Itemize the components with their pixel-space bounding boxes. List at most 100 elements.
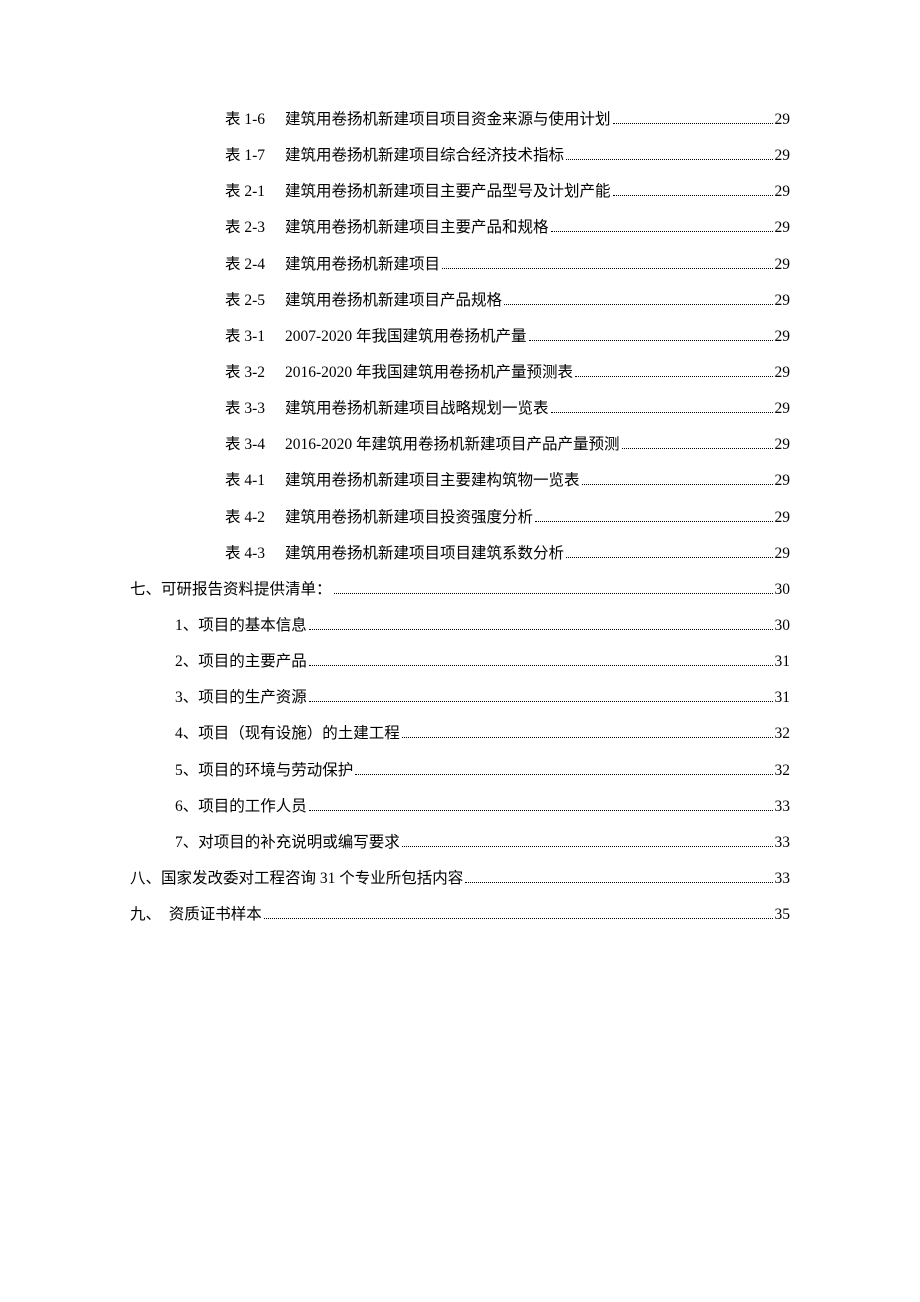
toc-label: 表 3-3 bbox=[225, 399, 285, 419]
list-item: 1、项目的基本信息 30 bbox=[130, 616, 790, 636]
table-row: 表 1-7 建筑用卷扬机新建项目综合经济技术指标 29 bbox=[130, 146, 790, 166]
dot-leader bbox=[355, 774, 772, 775]
toc-title: 6、项目的工作人员 bbox=[175, 797, 307, 817]
list-item: 7、对项目的补充说明或编写要求 33 bbox=[130, 833, 790, 853]
dot-leader bbox=[442, 268, 772, 269]
dot-leader bbox=[535, 521, 772, 522]
toc-title: 建筑用卷扬机新建项目项目资金来源与使用计划 bbox=[285, 110, 611, 130]
toc-label: 表 1-6 bbox=[225, 110, 285, 130]
section-heading-8: 八、国家发改委对工程咨询 31 个专业所包括内容 33 bbox=[130, 869, 790, 889]
table-row: 表 2-5 建筑用卷扬机新建项目产品规格 29 bbox=[130, 291, 790, 311]
dot-leader bbox=[309, 810, 773, 811]
toc-page: 29 bbox=[775, 363, 791, 383]
dot-leader bbox=[402, 737, 773, 738]
dot-leader bbox=[613, 195, 773, 196]
table-row: 表 3-1 2007-2020 年我国建筑用卷扬机产量 29 bbox=[130, 327, 790, 347]
dot-leader bbox=[334, 593, 773, 594]
toc-label: 表 2-1 bbox=[225, 182, 285, 202]
dot-leader bbox=[566, 159, 772, 160]
toc-title: 建筑用卷扬机新建项目产品规格 bbox=[285, 291, 502, 311]
list-item: 6、项目的工作人员 33 bbox=[130, 797, 790, 817]
toc-page: 31 bbox=[775, 688, 791, 708]
dot-leader bbox=[309, 629, 773, 630]
toc-page: 33 bbox=[775, 833, 791, 853]
section-heading-7: 七、可研报告资料提供清单： 30 bbox=[130, 580, 790, 600]
dot-leader bbox=[264, 918, 773, 919]
table-row: 表 2-3 建筑用卷扬机新建项目主要产品和规格 29 bbox=[130, 218, 790, 238]
toc-page: 29 bbox=[775, 544, 791, 564]
toc-page: 29 bbox=[775, 255, 791, 275]
toc-label: 表 2-4 bbox=[225, 255, 285, 275]
list-item: 2、项目的主要产品 31 bbox=[130, 652, 790, 672]
dot-leader bbox=[566, 557, 772, 558]
toc-label: 表 3-4 bbox=[225, 435, 285, 455]
list-item: 3、项目的生产资源 31 bbox=[130, 688, 790, 708]
toc-title: 2016-2020 年我国建筑用卷扬机产量预测表 bbox=[285, 363, 573, 383]
toc-label: 表 4-1 bbox=[225, 471, 285, 491]
dot-leader bbox=[551, 412, 773, 413]
toc-title: 3、项目的生产资源 bbox=[175, 688, 307, 708]
section-heading-9: 九、 资质证书样本 35 bbox=[130, 905, 790, 925]
toc-title: 建筑用卷扬机新建项目综合经济技术指标 bbox=[285, 146, 564, 166]
toc-title: 建筑用卷扬机新建项目战略规划一览表 bbox=[285, 399, 549, 419]
toc-title: 2016-2020 年建筑用卷扬机新建项目产品产量预测 bbox=[285, 435, 620, 455]
table-row: 表 3-2 2016-2020 年我国建筑用卷扬机产量预测表 29 bbox=[130, 363, 790, 383]
toc-page: 31 bbox=[775, 652, 791, 672]
toc-label: 表 3-1 bbox=[225, 327, 285, 347]
list-item: 5、项目的环境与劳动保护 32 bbox=[130, 761, 790, 781]
toc-title: 建筑用卷扬机新建项目主要产品型号及计划产能 bbox=[285, 182, 611, 202]
dot-leader bbox=[465, 882, 772, 883]
dot-leader bbox=[309, 665, 773, 666]
toc-title: 建筑用卷扬机新建项目 bbox=[285, 255, 440, 275]
toc-container: 表 1-6 建筑用卷扬机新建项目项目资金来源与使用计划 29 表 1-7 建筑用… bbox=[130, 110, 790, 925]
toc-page: 30 bbox=[775, 580, 791, 600]
toc-label: 表 4-2 bbox=[225, 508, 285, 528]
dot-leader bbox=[309, 701, 773, 702]
table-row: 表 1-6 建筑用卷扬机新建项目项目资金来源与使用计划 29 bbox=[130, 110, 790, 130]
dot-leader bbox=[575, 376, 772, 377]
table-row: 表 3-4 2016-2020 年建筑用卷扬机新建项目产品产量预测 29 bbox=[130, 435, 790, 455]
toc-title: 4、项目（现有设施）的土建工程 bbox=[175, 724, 400, 744]
toc-page: 29 bbox=[775, 291, 791, 311]
toc-title: 建筑用卷扬机新建项目投资强度分析 bbox=[285, 508, 533, 528]
toc-page: 33 bbox=[775, 797, 791, 817]
toc-title: 1、项目的基本信息 bbox=[175, 616, 307, 636]
toc-page: 29 bbox=[775, 399, 791, 419]
toc-title: 5、项目的环境与劳动保护 bbox=[175, 761, 353, 781]
dot-leader bbox=[551, 231, 773, 232]
toc-page: 29 bbox=[775, 327, 791, 347]
toc-page: 29 bbox=[775, 471, 791, 491]
table-row: 表 4-1 建筑用卷扬机新建项目主要建构筑物一览表 29 bbox=[130, 471, 790, 491]
dot-leader bbox=[402, 846, 773, 847]
dot-leader bbox=[504, 304, 772, 305]
toc-page: 30 bbox=[775, 616, 791, 636]
toc-page: 32 bbox=[775, 761, 791, 781]
toc-page: 35 bbox=[775, 905, 791, 925]
toc-title: 7、对项目的补充说明或编写要求 bbox=[175, 833, 400, 853]
toc-title: 2007-2020 年我国建筑用卷扬机产量 bbox=[285, 327, 527, 347]
toc-label: 表 2-5 bbox=[225, 291, 285, 311]
table-row: 表 2-1 建筑用卷扬机新建项目主要产品型号及计划产能 29 bbox=[130, 182, 790, 202]
toc-page: 29 bbox=[775, 435, 791, 455]
dot-leader bbox=[582, 484, 773, 485]
toc-title: 建筑用卷扬机新建项目主要建构筑物一览表 bbox=[285, 471, 580, 491]
toc-label: 表 3-2 bbox=[225, 363, 285, 383]
toc-title: 九、 资质证书样本 bbox=[130, 905, 262, 925]
list-item: 4、项目（现有设施）的土建工程 32 bbox=[130, 724, 790, 744]
toc-title: 建筑用卷扬机新建项目项目建筑系数分析 bbox=[285, 544, 564, 564]
toc-page: 29 bbox=[775, 146, 791, 166]
toc-page: 29 bbox=[775, 218, 791, 238]
toc-page: 29 bbox=[775, 182, 791, 202]
toc-title: 八、国家发改委对工程咨询 31 个专业所包括内容 bbox=[130, 869, 463, 889]
dot-leader bbox=[613, 123, 773, 124]
toc-page: 29 bbox=[775, 110, 791, 130]
toc-label: 表 4-3 bbox=[225, 544, 285, 564]
table-row: 表 4-2 建筑用卷扬机新建项目投资强度分析 29 bbox=[130, 508, 790, 528]
toc-page: 33 bbox=[775, 869, 791, 889]
toc-title: 建筑用卷扬机新建项目主要产品和规格 bbox=[285, 218, 549, 238]
table-row: 表 2-4 建筑用卷扬机新建项目 29 bbox=[130, 255, 790, 275]
toc-title: 七、可研报告资料提供清单： bbox=[130, 580, 332, 600]
table-row: 表 4-3 建筑用卷扬机新建项目项目建筑系数分析 29 bbox=[130, 544, 790, 564]
dot-leader bbox=[529, 340, 773, 341]
toc-label: 表 1-7 bbox=[225, 146, 285, 166]
